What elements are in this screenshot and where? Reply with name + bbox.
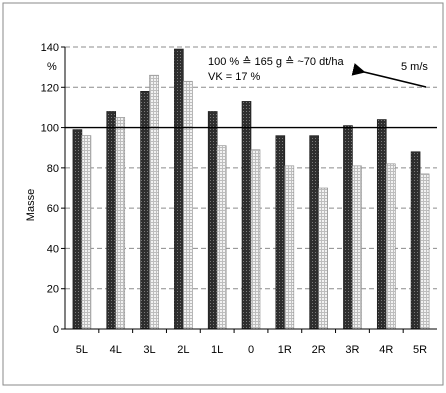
bar-5R-series1 [410,151,421,330]
y-tick-label: 60 [47,203,59,215]
bar-0-series2 [250,149,261,330]
x-tick-label: 4R [379,344,393,356]
bar-0-series1 [241,101,252,330]
bar-4L-series2 [115,117,126,330]
y-axis-title: Masse [25,189,37,221]
y-tick-label: 40 [47,243,59,255]
bar-1R-series2 [284,165,295,330]
x-tick-label: 2L [177,344,189,356]
axes: 0 20 40 60 80 100 120 140 5L 4L 3L 2L 1L 0 1R 2R 3R 4R 5R [41,42,437,356]
bar-4R-series1 [376,119,387,330]
y-tick-label: 20 [47,284,59,296]
x-tick-label: 2R [312,344,326,356]
bar-2L-series2 [183,80,193,330]
y-tick-label: 100 [41,123,59,135]
x-tick-label: 0 [248,344,254,356]
x-tick-label: 3R [345,344,359,356]
x-tick-label: 5L [76,344,88,356]
bar-5L-series2 [81,135,92,330]
bar-2R-series2 [318,187,328,330]
bar-5L-series1 [72,129,83,330]
bar-1R-series1 [275,135,286,330]
wind-speed-label: 5 m/s [401,61,428,73]
wind-arrow [351,63,427,88]
bar-3R-series2 [352,165,362,330]
y-tick-label: 0 [53,324,59,336]
bar-4L-series1 [106,111,117,330]
x-tick-label: 5R [413,344,427,356]
x-tick-label: 4L [110,344,122,356]
y-tick-label: 120 [41,82,59,94]
y-tick-label: 140 [41,42,59,54]
y-tick-label: 80 [47,163,59,175]
x-tick-label: 1R [278,344,292,356]
bar-3L-series2 [149,74,159,330]
annotation-line1: 100 % ≙ 165 g ≙ ~70 dt/ha [208,56,344,68]
bar-2R-series1 [309,135,319,330]
y-axis-unit: % [47,61,57,73]
bar-1L-series2 [216,145,227,330]
x-tick-label: 3L [143,344,155,356]
bar-4R-series2 [385,163,396,330]
bar-2L-series1 [174,48,184,330]
bar-3R-series1 [343,125,353,330]
x-tick-label: 1L [211,344,223,356]
annotation-line2: VK = 17 % [208,71,261,83]
bar-5R-series2 [419,173,430,330]
bar-1L-series1 [207,111,218,330]
